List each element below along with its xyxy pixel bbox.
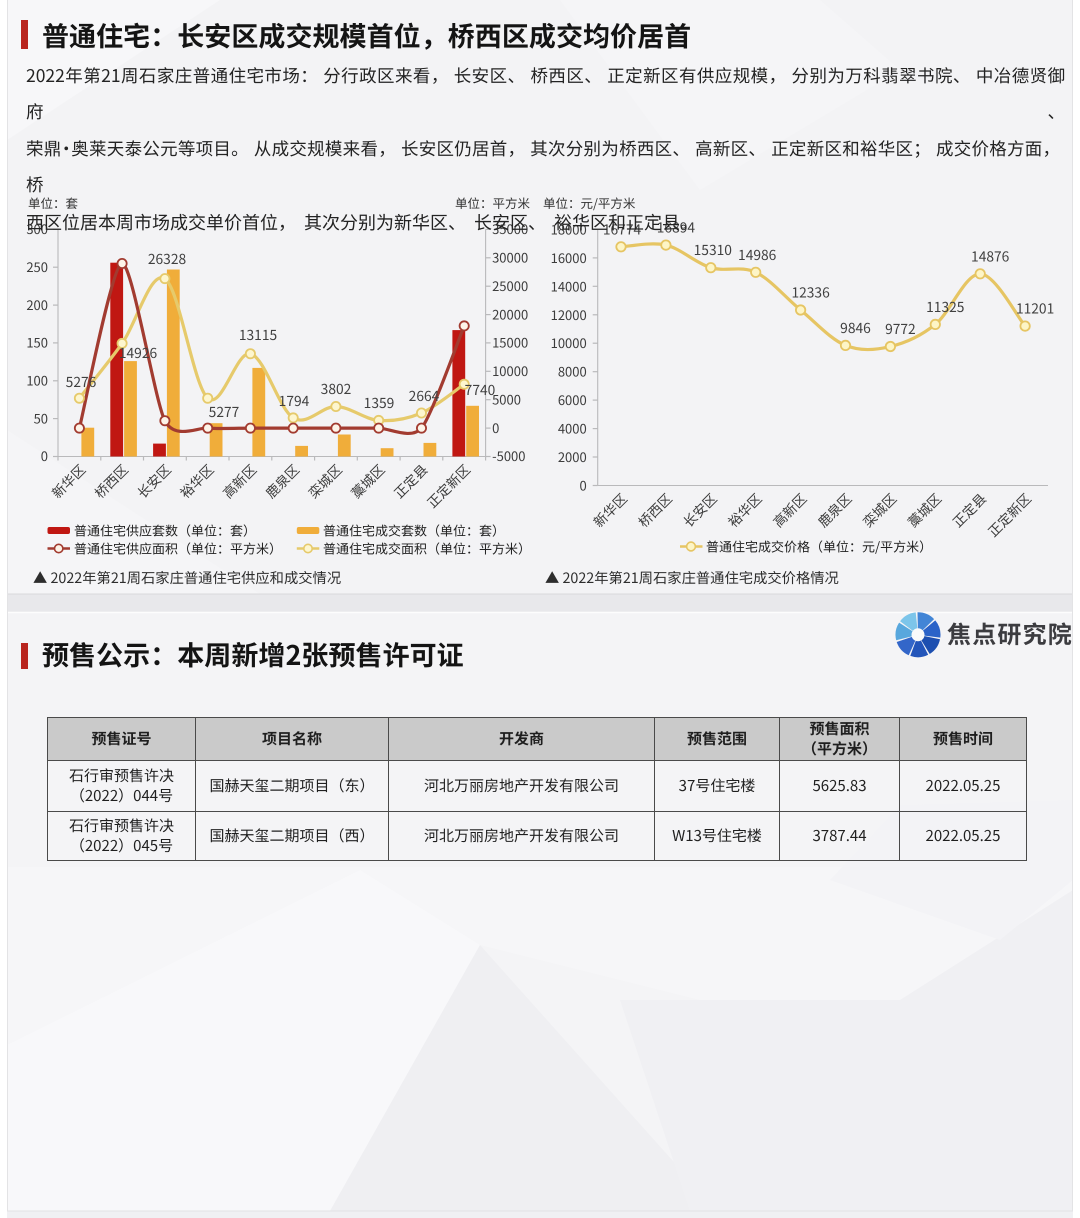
svg-text:单位：平方米: 单位：平方米 bbox=[455, 193, 531, 212]
svg-text:2000: 2000 bbox=[558, 447, 587, 466]
svg-text:长安区: 长安区 bbox=[678, 488, 721, 531]
svg-text:正定新区: 正定新区 bbox=[422, 459, 474, 511]
svg-text:普通住宅成交面积（单位：平方米）: 普通住宅成交面积（单位：平方米） bbox=[323, 539, 531, 558]
svg-text:12000: 12000 bbox=[551, 305, 587, 324]
svg-text:14986: 14986 bbox=[738, 244, 777, 264]
svg-text:新华区: 新华区 bbox=[46, 459, 89, 502]
svg-text:普通住宅成交套数（单位：套）: 普通住宅成交套数（单位：套） bbox=[323, 521, 505, 540]
svg-text:11325: 11325 bbox=[926, 296, 964, 316]
svg-text:250: 250 bbox=[26, 257, 48, 276]
svg-text:25000: 25000 bbox=[492, 276, 528, 295]
svg-text:鹿泉区: 鹿泉区 bbox=[813, 488, 856, 531]
svg-text:9772: 9772 bbox=[885, 318, 916, 338]
svg-text:0: 0 bbox=[41, 446, 48, 465]
svg-text:栾城区: 栾城区 bbox=[303, 459, 346, 502]
svg-text:20000: 20000 bbox=[492, 304, 528, 323]
svg-text:栾城区: 栾城区 bbox=[857, 488, 900, 531]
svg-text:11201: 11201 bbox=[1016, 298, 1054, 318]
svg-text:单位：元/平方米: 单位：元/平方米 bbox=[543, 193, 636, 212]
svg-text:9846: 9846 bbox=[840, 317, 871, 337]
svg-text:藁城区: 藁城区 bbox=[346, 459, 389, 502]
svg-text:0: 0 bbox=[579, 476, 586, 495]
svg-text:-5000: -5000 bbox=[492, 446, 525, 465]
svg-text:新华区: 新华区 bbox=[588, 488, 631, 531]
svg-text:8000: 8000 bbox=[558, 362, 587, 381]
svg-text:裕华区: 裕华区 bbox=[175, 459, 218, 502]
svg-text:1359: 1359 bbox=[364, 392, 395, 412]
svg-text:高新区: 高新区 bbox=[217, 459, 260, 502]
svg-text:普通住宅供应面积（单位：平方米）: 普通住宅供应面积（单位：平方米） bbox=[74, 539, 282, 558]
svg-text:▲ 2022年第21周石家庄普通住宅成交价格情况: ▲ 2022年第21周石家庄普通住宅成交价格情况 bbox=[545, 567, 839, 588]
svg-text:15000: 15000 bbox=[492, 333, 528, 352]
svg-text:10000: 10000 bbox=[492, 361, 528, 380]
svg-text:18000: 18000 bbox=[551, 219, 587, 238]
svg-text:鹿泉区: 鹿泉区 bbox=[260, 459, 303, 502]
svg-text:普通住宅供应套数（单位：套）: 普通住宅供应套数（单位：套） bbox=[74, 521, 256, 540]
svg-text:正定新区: 正定新区 bbox=[983, 488, 1035, 540]
svg-text:6000: 6000 bbox=[558, 390, 587, 409]
svg-text:4000: 4000 bbox=[558, 419, 587, 438]
svg-text:7740: 7740 bbox=[465, 379, 496, 399]
svg-text:150: 150 bbox=[26, 333, 48, 352]
svg-text:300: 300 bbox=[26, 219, 48, 238]
svg-text:桥西区: 桥西区 bbox=[89, 459, 132, 502]
svg-text:长安区: 长安区 bbox=[132, 459, 175, 502]
svg-text:5276: 5276 bbox=[66, 371, 97, 391]
svg-text:26328: 26328 bbox=[148, 248, 187, 268]
svg-text:2664: 2664 bbox=[409, 385, 440, 405]
svg-text:100: 100 bbox=[26, 371, 48, 390]
svg-text:50: 50 bbox=[34, 408, 48, 427]
svg-text:桥西区: 桥西区 bbox=[633, 488, 676, 531]
svg-text:35000: 35000 bbox=[492, 219, 528, 238]
svg-text:普通住宅成交价格（单位：元/平方米）: 普通住宅成交价格（单位：元/平方米） bbox=[706, 537, 932, 556]
svg-text:13115: 13115 bbox=[239, 324, 277, 344]
svg-text:0: 0 bbox=[492, 418, 499, 437]
svg-text:焦点研究院: 焦点研究院 bbox=[947, 615, 1073, 650]
svg-text:30000: 30000 bbox=[492, 248, 528, 267]
svg-text:14926: 14926 bbox=[119, 342, 158, 362]
svg-text:单位：套: 单位：套 bbox=[28, 193, 79, 212]
svg-text:藁城区: 藁城区 bbox=[902, 488, 945, 531]
svg-text:16894: 16894 bbox=[657, 217, 696, 237]
svg-text:10000: 10000 bbox=[551, 333, 587, 352]
svg-text:200: 200 bbox=[26, 295, 48, 314]
svg-text:5277: 5277 bbox=[209, 401, 240, 421]
svg-text:12336: 12336 bbox=[791, 282, 830, 302]
svg-text:3802: 3802 bbox=[321, 378, 352, 398]
svg-text:14876: 14876 bbox=[971, 245, 1010, 265]
svg-text:16000: 16000 bbox=[551, 248, 587, 267]
svg-text:14000: 14000 bbox=[551, 276, 587, 295]
svg-text:高新区: 高新区 bbox=[768, 488, 811, 531]
svg-text:5000: 5000 bbox=[492, 389, 521, 408]
svg-text:16774: 16774 bbox=[603, 218, 642, 238]
svg-text:1794: 1794 bbox=[279, 390, 310, 410]
svg-text:15310: 15310 bbox=[694, 239, 732, 259]
svg-text:裕华区: 裕华区 bbox=[723, 488, 766, 531]
svg-text:▲ 2022年第21周石家庄普通住宅供应和成交情况: ▲ 2022年第21周石家庄普通住宅供应和成交情况 bbox=[33, 567, 341, 588]
